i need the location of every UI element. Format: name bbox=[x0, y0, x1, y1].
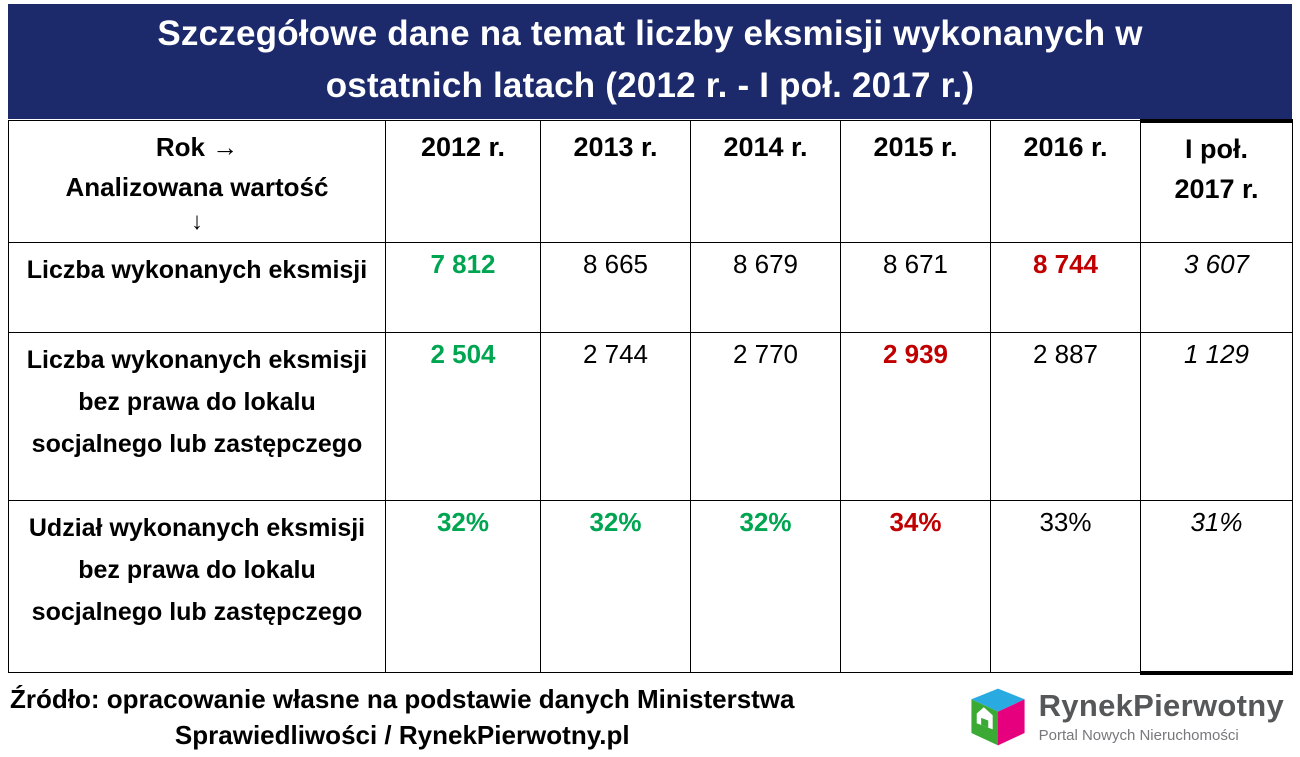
page-title-line2: ostatnich latach (2012 r. - I poł. 2017 … bbox=[325, 65, 975, 105]
corner-rok-label: Rok → bbox=[155, 132, 239, 163]
corner-value-label: Analizowana wartość bbox=[65, 172, 329, 203]
cube-house-logo-icon bbox=[971, 688, 1025, 746]
column-header-2017h1-line2: 2017 r. bbox=[1174, 174, 1259, 205]
value-cell: 32% bbox=[540, 500, 691, 674]
logo-brand-name: RynekPierwotny bbox=[1038, 688, 1284, 724]
value-cell: 3 607 bbox=[1140, 242, 1293, 334]
evictions-data-table: Rok → Analizowana wartość ↓ 2012 r. 2013… bbox=[8, 118, 1293, 675]
row-label: Liczba wykonanych eksmisji bbox=[8, 242, 386, 334]
value-cell: 32% bbox=[690, 500, 841, 674]
column-header-2017h1-line1: I poł. bbox=[1185, 133, 1248, 164]
value-cell: 33% bbox=[990, 500, 1141, 674]
value-cell: 2 770 bbox=[690, 332, 841, 502]
down-arrow-icon: ↓ bbox=[191, 207, 203, 235]
value-cell: 2 504 bbox=[385, 332, 541, 502]
value-cell: 2 939 bbox=[840, 332, 991, 502]
column-header-2016: 2016 r. bbox=[990, 120, 1141, 244]
column-header-2012: 2012 r. bbox=[385, 120, 541, 244]
row-label: Udział wykonanych eksmisji bez prawa do … bbox=[8, 500, 386, 674]
column-header-2017h1: I poł. 2017 r. bbox=[1140, 118, 1293, 244]
source-note: Źródło: opracowanie własne na podstawie … bbox=[10, 681, 795, 754]
table-row: Udział wykonanych eksmisji bez prawa do … bbox=[8, 500, 1293, 675]
value-cell: 8 665 bbox=[540, 242, 691, 334]
title-banner: Szczegółowe dane na temat liczby eksmisj… bbox=[8, 4, 1292, 119]
logo-tagline: Portal Nowych Nieruchomości bbox=[1038, 726, 1239, 744]
column-header-2015: 2015 r. bbox=[840, 120, 991, 244]
value-cell: 2 744 bbox=[540, 332, 691, 502]
column-header-2013: 2013 r. bbox=[540, 120, 691, 244]
logo-text: RynekPierwotny Portal Nowych Nieruchomoś… bbox=[1039, 690, 1284, 744]
value-cell: 2 887 bbox=[990, 332, 1141, 502]
source-line2: Sprawiedliwości / RynekPierwotny.pl bbox=[174, 719, 630, 750]
source-line1: Źródło: opracowanie własne na podstawie … bbox=[10, 683, 795, 714]
value-cell: 7 812 bbox=[385, 242, 541, 334]
table-header-row: Rok → Analizowana wartość ↓ 2012 r. 2013… bbox=[8, 118, 1293, 244]
table-row: Liczba wykonanych eksmisji bez prawa do … bbox=[8, 332, 1293, 502]
rynekpierwotny-logo: RynekPierwotny Portal Nowych Nieruchomoś… bbox=[967, 686, 1286, 748]
page-title-line1: Szczegółowe dane na temat liczby eksmisj… bbox=[157, 14, 1143, 53]
table-row: Liczba wykonanych eksmisji 7 812 8 665 8… bbox=[8, 242, 1293, 334]
value-cell: 8 744 bbox=[990, 242, 1141, 334]
value-cell: 34% bbox=[840, 500, 991, 674]
value-cell: 31% bbox=[1140, 500, 1293, 675]
value-cell: 8 671 bbox=[840, 242, 991, 334]
value-cell: 32% bbox=[385, 500, 541, 674]
value-cell: 1 129 bbox=[1140, 332, 1293, 502]
row-label: Liczba wykonanych eksmisji bez prawa do … bbox=[8, 332, 386, 502]
value-cell: 8 679 bbox=[690, 242, 841, 334]
column-header-2014: 2014 r. bbox=[690, 120, 841, 244]
footer: Źródło: opracowanie własne na podstawie … bbox=[0, 675, 1300, 754]
corner-header-cell: Rok → Analizowana wartość ↓ bbox=[8, 120, 386, 244]
